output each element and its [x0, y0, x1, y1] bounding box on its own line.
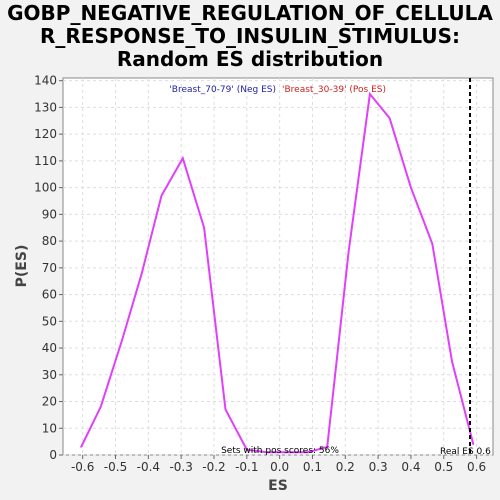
data-point	[246, 448, 248, 451]
data-point	[285, 451, 288, 454]
es-distribution-line	[80, 91, 475, 454]
x-tick-label: -0.1	[235, 460, 258, 474]
chart-title-line-2: R_RESPONSE_TO_INSULIN_STIMULUS:	[39, 24, 461, 48]
x-tick-label: -0.6	[71, 460, 94, 474]
x-axis-label: ES	[268, 478, 288, 494]
pos-scores-annotation: Sets with pos scores: 56%	[221, 446, 339, 456]
legend-pos-es: 'Breast_30-39' (Pos ES)	[282, 85, 386, 95]
y-axis-ticks: 0 10 20 30 40 50 60 70 80 90 100 110 120 130 140	[34, 74, 63, 462]
legend-neg-es: 'Breast_70-79' (Neg ES)	[169, 85, 276, 95]
data-point	[369, 93, 371, 95]
y-tick-label: 0	[49, 448, 57, 462]
data-point	[224, 408, 227, 411]
y-tick-label: 120	[34, 127, 57, 141]
y-tick-label: 110	[34, 154, 57, 168]
data-point	[347, 250, 350, 253]
x-axis-ticks: -0.6 -0.5 -0.4 -0.3 -0.2 -0.1 0.0 0.1 0.2 0.3 0.4 0…	[71, 455, 486, 474]
y-tick-label: 40	[42, 341, 57, 355]
data-point	[99, 406, 102, 408]
data-point	[451, 360, 453, 363]
y-tick-label: 70	[42, 261, 57, 275]
chart-title-line-3: Random ES distribution	[116, 47, 384, 71]
y-tick-label: 140	[34, 74, 57, 88]
data-points	[80, 93, 475, 454]
data-point	[121, 339, 123, 341]
y-axis-label: P(ES)	[14, 245, 30, 288]
data-point	[203, 226, 205, 229]
data-point	[265, 451, 268, 454]
real-es-label: Real ES 0.6	[440, 447, 491, 457]
plot-area	[62, 77, 494, 456]
x-tick-label: -0.4	[137, 460, 160, 474]
chart-title-line-1: GOBP_NEGATIVE_REGULATION_OF_CELLULA	[7, 1, 493, 25]
x-tick-label: 0.2	[336, 460, 355, 474]
grid	[63, 78, 493, 456]
x-tick-label: 0.6	[467, 460, 486, 474]
x-tick-label: 0.5	[434, 460, 453, 474]
data-point	[160, 194, 163, 197]
y-tick-label: 50	[42, 314, 57, 328]
y-tick-label: 100	[34, 181, 57, 195]
x-tick-label: 0.0	[270, 460, 289, 474]
x-tick-label: 0.1	[303, 460, 322, 474]
data-point	[472, 443, 475, 446]
data-point	[80, 446, 82, 448]
x-tick-label: -0.2	[202, 460, 225, 474]
data-point	[431, 242, 434, 245]
y-tick-label: 20	[42, 395, 57, 409]
data-point	[326, 446, 329, 448]
x-tick-label: -0.3	[169, 460, 192, 474]
data-point	[182, 157, 184, 160]
x-tick-label: 0.4	[401, 460, 420, 474]
y-tick-label: 130	[34, 100, 57, 114]
x-tick-label: -0.5	[104, 460, 127, 474]
y-tick-label: 90	[42, 207, 57, 221]
x-tick-label: 0.3	[369, 460, 388, 474]
data-point	[306, 451, 309, 454]
chart-title: GOBP_NEGATIVE_REGULATION_OF_CELLULA R_RE…	[0, 2, 500, 71]
data-point	[388, 117, 391, 119]
data-point	[140, 272, 143, 274]
y-tick-label: 60	[42, 288, 57, 302]
y-tick-label: 30	[42, 368, 57, 382]
y-tick-label: 10	[42, 421, 57, 435]
data-point	[410, 186, 412, 189]
y-tick-label: 80	[42, 234, 57, 248]
